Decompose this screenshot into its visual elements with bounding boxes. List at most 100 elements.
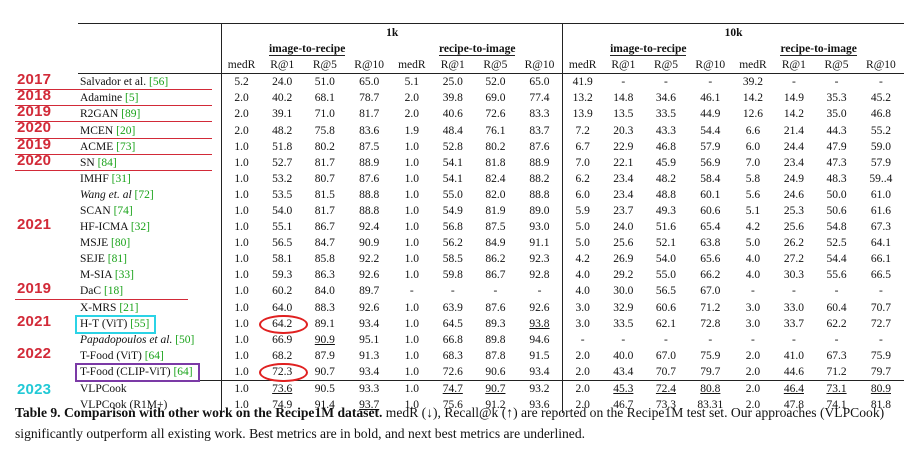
metric-cell: 78.7: [359, 92, 380, 105]
citation-ref: [21]: [119, 301, 139, 314]
metric-cell: 1.0: [404, 253, 419, 266]
metric-cell: 4.0: [745, 253, 761, 266]
metric-cell: 79.7: [687, 363, 734, 381]
subgroup-header: image-to-recipe: [268, 43, 346, 57]
metric-cell: -: [516, 283, 564, 300]
metric-cell: 80.7: [314, 172, 335, 185]
metric-cell: 77.4: [516, 90, 564, 107]
metric-cell: 90.7: [485, 383, 506, 396]
metric-cell: 62.1: [655, 317, 677, 330]
method-text: MSJE: [80, 237, 111, 250]
metric-cell: 84.0: [314, 285, 335, 298]
metric-cell: 55.0: [655, 269, 677, 282]
metric-cell: 25.0: [442, 76, 463, 89]
metric-cell: 23.7: [613, 204, 634, 217]
group-header-1k: 1k: [221, 23, 564, 41]
metric-cell: 2.0: [575, 399, 590, 412]
metric-header: medR: [562, 57, 603, 75]
metric-cell: 75.6: [442, 399, 463, 412]
metric-cell: 20.3: [613, 124, 634, 137]
metric-cell: 44.9: [700, 108, 721, 121]
citation-ref: [32]: [130, 221, 150, 234]
metric-cell: 92.8: [516, 267, 564, 284]
metric-cell: 5.9: [575, 204, 590, 217]
year-underline: [15, 153, 212, 155]
metric-cell: 80.8: [700, 383, 721, 396]
metric-cell: 1.0: [234, 253, 249, 266]
metric-cell: 1.0: [234, 188, 249, 201]
metric-cell: 33.5: [655, 108, 677, 121]
metric-cell: 5.6: [745, 188, 761, 201]
metric-cell: 59.0: [870, 140, 891, 153]
metric-cell: 24.6: [783, 188, 804, 201]
metric-cell: 81.9: [485, 204, 506, 217]
metric-cell: 59.3: [272, 269, 293, 282]
metric-cell: 68.3: [442, 349, 463, 362]
metric-cell: 52.5: [826, 237, 847, 250]
year-label: 2020: [17, 151, 52, 169]
metric-header: R@5: [303, 57, 347, 75]
metric-cell: 93.4: [346, 363, 393, 381]
metric-cell: 1.0: [234, 301, 249, 314]
table-row: SN [84] 1.0 52.7 81.7 88.9 1.0 54.1 81.8 88.9 7.0…: [78, 154, 904, 171]
metric-cell: 94.6: [516, 331, 564, 348]
caption-body: medR (↓), Recall@k (↑) are reported on t…: [15, 405, 885, 441]
method-name: Papadopoulos et al. [50]: [78, 331, 223, 348]
highlight-box-ht-vit: [75, 314, 157, 334]
metric-cell: 82.0: [485, 188, 506, 201]
metric-header: medR: [392, 57, 432, 75]
metric-cell: 75.8: [314, 124, 335, 137]
metric-cell: 61.0: [870, 188, 891, 201]
metric-cell: 34.6: [655, 92, 677, 105]
metric-cell: 66.5: [870, 269, 891, 282]
metric-cell: 46.8: [655, 140, 677, 153]
metric-header: R@5: [474, 57, 517, 75]
method-name: M-SIA [33]: [78, 267, 223, 284]
metric-cell: 52.1: [655, 237, 677, 250]
table-row: HF-ICMA [32] 1.0 55.1 86.7 92.4 1.0 56.8 87.5 93…: [78, 219, 904, 236]
metric-cell: 1.9: [404, 124, 419, 137]
method-name: Adamine [5]: [78, 90, 223, 107]
method-text: Salvador et al.: [80, 76, 149, 89]
metric-cell: 5.0: [745, 237, 761, 250]
metric-cell: -: [751, 285, 755, 298]
metric-cell: 5.0: [575, 237, 590, 250]
metric-cell: 22.9: [613, 140, 634, 153]
metric-header-row: medR R@1 R@5 R@10 medR R@1 R@5 R@10 medR R@1 R@5 R@…: [78, 57, 904, 75]
year-underline: [15, 137, 212, 139]
highlight-box-tfood-clip: [75, 362, 200, 383]
metric-cell: 73.1: [826, 383, 847, 396]
metric-cell: 83.31: [697, 399, 724, 412]
metric-header: R@1: [602, 57, 645, 75]
table-row: MCEN [20] 2.0 48.2 75.8 83.6 1.9 48.4 76.1 83.7 7…: [78, 122, 904, 139]
citation-ref: [64]: [144, 349, 164, 362]
method-text: R2GAN: [80, 108, 122, 121]
citation-ref: [64]: [173, 365, 193, 378]
metric-cell: 43.4: [602, 363, 645, 381]
method-name: SEJE [81]: [78, 251, 223, 268]
metric-cell: 4.0: [745, 269, 761, 282]
metric-cell: 23.4: [613, 172, 634, 185]
year-label: 2018: [17, 87, 52, 105]
method-name: T-Food (ViT) [64]: [78, 347, 223, 364]
metric-cell: 63.8: [700, 237, 721, 250]
metric-cell: 29.2: [613, 269, 634, 282]
method-name: SN [84]: [78, 154, 223, 171]
metric-cell: 30.0: [613, 285, 634, 298]
metric-cell: 93.3: [359, 383, 380, 396]
metric-cell: 6.0: [575, 188, 590, 201]
metric-cell: 81.8: [870, 399, 891, 412]
metric-cell: 93.6: [516, 397, 564, 414]
metric-cell: 85.8: [314, 253, 335, 266]
metric-cell: 1.0: [234, 221, 249, 234]
metric-cell: 92.6: [359, 301, 380, 314]
metric-cell: 2.0: [234, 124, 249, 137]
method-name: HF-ICMA [32]: [78, 219, 223, 236]
metric-cell: 24.4: [783, 140, 804, 153]
metric-cell: 1.0: [234, 269, 249, 282]
metric-cell: 25.6: [783, 221, 804, 234]
metric-cell: 45.9: [655, 156, 677, 169]
metric-cell: 33.5: [613, 317, 634, 330]
metric-cell: 24.9: [783, 172, 804, 185]
metric-cell: 51.0: [314, 76, 335, 89]
